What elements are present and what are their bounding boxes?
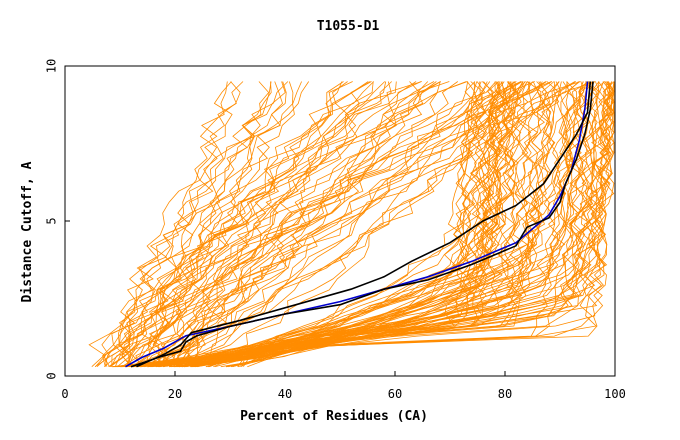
- background-model-line: [113, 81, 577, 368]
- highlighted-model-lines: [125, 81, 594, 368]
- background-model-line: [121, 81, 459, 368]
- background-model-line: [180, 81, 503, 367]
- background-model-line: [166, 81, 417, 368]
- background-model-line: [171, 81, 576, 367]
- background-model-line: [205, 81, 509, 368]
- background-model-line: [187, 81, 441, 367]
- background-model-line: [122, 81, 611, 368]
- y-axis-ticks: 0 5 10: [45, 59, 70, 380]
- background-model-line: [208, 81, 488, 368]
- background-model-line: [159, 81, 482, 367]
- background-model-line: [177, 81, 533, 367]
- background-model-line: [175, 81, 615, 368]
- background-model-line: [152, 81, 272, 367]
- highlighted-model-line: [136, 81, 592, 368]
- background-model-line: [157, 81, 386, 367]
- background-model-line: [173, 81, 522, 368]
- background-model-line: [127, 81, 272, 368]
- background-model-line: [147, 81, 244, 367]
- background-model-line: [177, 81, 435, 367]
- background-model-line: [91, 81, 397, 367]
- background-model-line: [132, 81, 441, 367]
- background-model-line: [241, 81, 487, 367]
- background-model-line: [135, 81, 233, 367]
- background-model-line: [139, 81, 437, 368]
- background-model-line: [159, 81, 535, 367]
- x-tick-label: 0: [61, 387, 68, 401]
- background-model-line: [125, 81, 562, 368]
- background-model-line: [182, 81, 483, 368]
- background-model-line: [109, 81, 392, 368]
- background-model-line: [96, 81, 429, 367]
- background-model-line: [232, 81, 524, 368]
- background-model-line: [169, 81, 570, 368]
- x-axis-label: Percent of Residues (CA): [240, 409, 428, 424]
- x-tick-label: 40: [278, 387, 292, 401]
- background-model-line: [243, 81, 476, 367]
- background-model-line: [191, 81, 615, 368]
- background-model-line: [146, 81, 344, 367]
- x-axis-ticks: 0 20 40 60 80 100: [61, 371, 626, 401]
- background-model-line: [117, 81, 270, 368]
- background-model-line: [169, 81, 615, 368]
- background-model-line: [104, 81, 287, 367]
- background-model-line: [173, 81, 600, 368]
- x-tick-label: 60: [388, 387, 402, 401]
- background-model-line: [112, 81, 607, 368]
- background-model-line: [207, 81, 494, 368]
- background-model-line: [214, 81, 517, 368]
- background-model-line: [155, 81, 348, 367]
- background-model-line: [110, 81, 392, 367]
- background-model-line: [230, 81, 615, 368]
- background-model-line: [103, 81, 343, 368]
- y-tick-label: 5: [45, 217, 59, 224]
- background-model-line: [237, 81, 541, 368]
- x-tick-label: 80: [498, 387, 512, 401]
- background-model-line: [240, 81, 502, 368]
- background-model-line: [114, 81, 369, 367]
- background-model-line: [182, 81, 613, 368]
- background-model-line: [144, 81, 517, 368]
- background-model-line: [183, 81, 527, 368]
- background-model-line: [132, 81, 588, 368]
- background-model-line: [121, 81, 581, 367]
- background-model-line: [115, 81, 614, 368]
- highlighted-model-line: [130, 81, 594, 368]
- background-model-line: [118, 81, 241, 367]
- chart-title: T1055-D1: [317, 19, 380, 34]
- background-model-line: [147, 81, 553, 368]
- background-model-line: [184, 81, 542, 368]
- background-model-line: [181, 81, 371, 368]
- background-model-line: [128, 81, 484, 368]
- background-model-line: [184, 81, 469, 367]
- background-model-line: [140, 81, 547, 368]
- y-axis-label: Distance Cutoff, A: [20, 161, 35, 302]
- background-model-line: [182, 81, 441, 368]
- x-tick-label: 100: [604, 387, 626, 401]
- background-model-line: [148, 81, 478, 368]
- background-model-line: [125, 81, 615, 368]
- background-model-line: [194, 81, 547, 368]
- background-model-line: [205, 81, 502, 368]
- background-model-line: [140, 81, 581, 368]
- background-model-line: [182, 81, 505, 368]
- y-tick-label: 10: [45, 59, 59, 73]
- x-tick-label: 20: [168, 387, 182, 401]
- background-model-line: [194, 81, 528, 368]
- background-model-line: [226, 81, 598, 368]
- background-model-line: [112, 81, 605, 368]
- highlighted-model-line: [125, 81, 589, 368]
- y-tick-label: 0: [45, 372, 59, 379]
